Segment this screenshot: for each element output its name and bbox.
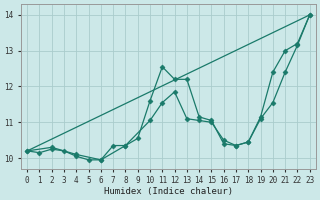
X-axis label: Humidex (Indice chaleur): Humidex (Indice chaleur) <box>104 187 233 196</box>
